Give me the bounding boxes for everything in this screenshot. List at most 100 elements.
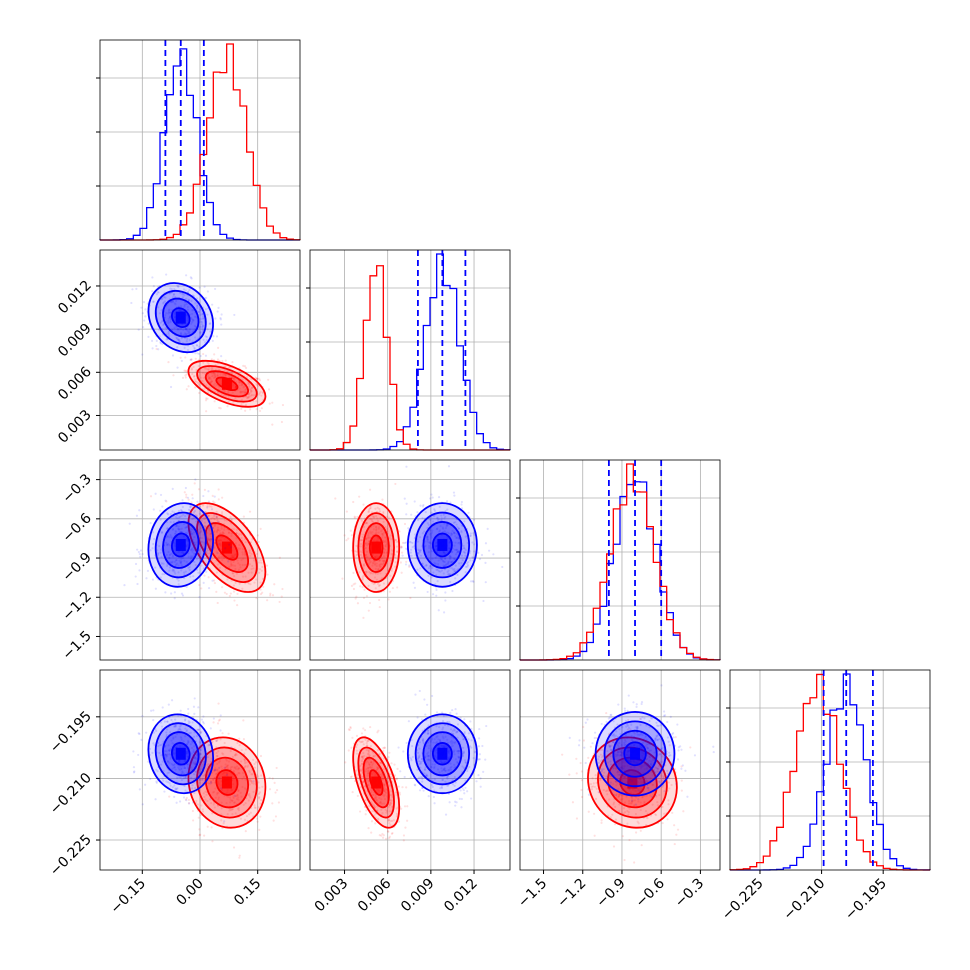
scatter-point: [356, 776, 359, 779]
scatter-point: [421, 739, 425, 742]
scatter-point: [361, 535, 364, 539]
scatter-point: [478, 753, 481, 756]
scatter-point: [204, 354, 208, 357]
scatter-point: [654, 794, 657, 797]
scatter-point: [575, 757, 578, 760]
scatter-point: [231, 765, 234, 769]
scatter-point: [393, 763, 396, 766]
scatter-point: [451, 729, 454, 732]
scatter-point: [450, 533, 453, 536]
scatter-point: [453, 775, 456, 779]
scatter-point: [472, 550, 476, 553]
scatter-point: [658, 781, 661, 784]
scatter-point: [219, 543, 222, 546]
scatter-point: [212, 374, 215, 377]
scatter-point: [147, 322, 150, 325]
scatter-point: [180, 527, 184, 530]
scatter-point: [188, 534, 191, 538]
scatter-point: [365, 767, 368, 771]
scatter-point: [197, 382, 200, 385]
scatter-point: [602, 768, 605, 771]
scatter-point: [630, 766, 633, 769]
scatter-point: [655, 795, 658, 798]
scatter-point: [211, 303, 214, 306]
scatter-point: [384, 544, 387, 547]
scatter-point: [473, 533, 476, 536]
scatter-point: [448, 801, 451, 804]
scatter-point: [406, 805, 409, 808]
scatter-point: [213, 530, 216, 534]
scatter-point: [442, 559, 445, 563]
scatter-point: [218, 541, 221, 545]
scatter-point: [411, 744, 414, 748]
scatter-point: [395, 793, 398, 796]
scatter-point: [659, 724, 662, 727]
scatter-point: [435, 740, 438, 743]
scatter-point: [377, 818, 380, 821]
scatter-point: [458, 797, 461, 800]
scatter-point: [365, 742, 368, 745]
scatter-point: [247, 382, 250, 386]
scatter-point: [380, 798, 383, 801]
scatter-point: [447, 751, 450, 754]
scatter-point: [185, 799, 188, 802]
scatter-point: [258, 379, 262, 382]
scatter-point: [632, 744, 636, 747]
scatter-point: [205, 570, 208, 573]
scatter-point: [389, 574, 392, 577]
scatter-point: [152, 300, 155, 303]
density-peak: [175, 311, 186, 324]
scatter-point: [172, 527, 175, 531]
scatter-point: [379, 516, 382, 520]
scatter-point: [176, 328, 179, 331]
scatter-point: [633, 732, 637, 735]
scatter-point: [171, 510, 174, 513]
scatter-point: [216, 310, 219, 313]
scatter-point: [198, 745, 201, 749]
scatter-point: [452, 568, 455, 571]
scatter-point: [214, 767, 217, 770]
scatter-point: [444, 599, 447, 602]
scatter-point: [453, 558, 456, 561]
scatter-point: [209, 532, 213, 535]
scatter-point: [663, 812, 666, 815]
scatter-point: [455, 551, 459, 554]
scatter-point: [393, 774, 397, 777]
scatter-point: [447, 756, 450, 759]
scatter-point: [162, 562, 165, 565]
scatter-point: [402, 750, 405, 753]
scatter-point: [165, 733, 168, 737]
scatter-point: [442, 714, 445, 718]
scatter-point: [352, 583, 355, 586]
scatter-point: [193, 324, 197, 328]
scatter-point: [365, 760, 369, 763]
scatter-point: [629, 791, 633, 794]
scatter-point: [192, 541, 195, 544]
scatter-point: [239, 566, 242, 569]
scatter-point: [360, 538, 363, 542]
scatter-point: [416, 540, 419, 543]
scatter-point: [361, 762, 364, 765]
scatter-point: [213, 581, 217, 585]
scatter-point: [173, 315, 176, 318]
scatter-point: [226, 812, 229, 816]
scatter-point: [447, 573, 450, 576]
scatter-point: [178, 760, 181, 763]
scatter-point: [385, 515, 388, 518]
scatter-point: [640, 764, 644, 767]
scatter-point: [616, 773, 620, 776]
scatter-point: [442, 768, 445, 771]
scatter-point: [170, 699, 174, 702]
scatter-point: [387, 819, 390, 822]
scatter-point: [443, 767, 446, 770]
scatter-point: [204, 525, 207, 528]
scatter-point: [148, 747, 152, 751]
scatter-point: [249, 554, 252, 558]
scatter-point: [628, 838, 631, 842]
scatter-point: [179, 292, 182, 295]
scatter-point: [421, 739, 424, 742]
scatter-point: [568, 773, 571, 776]
scatter-point: [179, 305, 183, 308]
scatter-point: [151, 276, 154, 279]
scatter-point: [616, 753, 619, 756]
